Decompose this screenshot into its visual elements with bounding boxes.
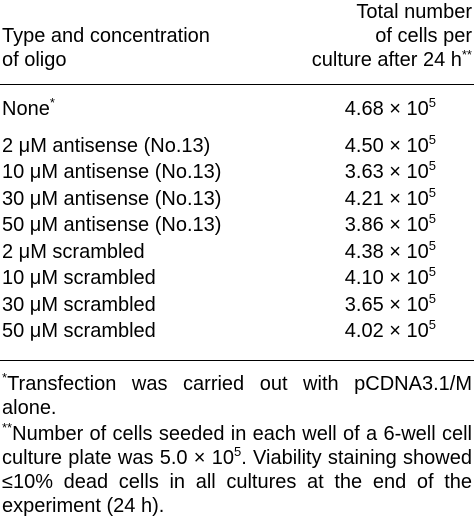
row-value-mantissa: 4.21 × 10	[344, 187, 429, 210]
row-value-exponent: 5	[428, 317, 436, 332]
row-value: 4.38 × 105	[345, 239, 436, 266]
row-label: 10 μM antisense (No.13)	[2, 161, 222, 183]
row-value-mantissa: 4.02 × 10	[344, 320, 429, 342]
footnote-1: *Transfection was carried out with pCDNA…	[2, 370, 472, 420]
table-row: 2 μM scrambled 4.38 × 105	[0, 239, 474, 266]
table-header: Type and concentration of oligo Total nu…	[0, 0, 474, 94]
row-label: 2 μM antisense (No.13)	[2, 134, 211, 157]
footnote-2-mark: **	[2, 420, 13, 435]
footer-rule	[0, 360, 474, 361]
row-label: 10 μM scrambled	[2, 267, 156, 289]
table-row: None* 4.68 × 105	[0, 96, 474, 123]
footnote-2-text-b: . Viability staining showed ≤10% dead ce…	[2, 447, 472, 517]
row-value-exponent: 5	[428, 264, 436, 279]
row-label: None*	[2, 96, 55, 123]
table-row: 30 μM antisense (No.13) 4.21 × 105	[0, 186, 474, 213]
footnote-2-exponent: 5	[234, 444, 242, 459]
row-value-exponent: 5	[428, 158, 436, 173]
row-value: 4.68 × 105	[345, 96, 436, 123]
row-label-text: None	[2, 98, 50, 120]
header-rule	[0, 84, 474, 85]
footnotes: *Transfection was carried out with pCDNA…	[2, 370, 472, 518]
footnote-1-text: Transfection was carried out with pCDNA3…	[2, 373, 472, 419]
row-value-exponent: 5	[428, 211, 436, 226]
column-header-cells-line3: culture after 24 h**	[272, 48, 472, 72]
table-row: 30 μM scrambled 3.65 × 105	[0, 292, 474, 319]
row-value-exponent: 5	[428, 184, 436, 200]
column-header-cells-line1: Total number	[356, 1, 472, 23]
row-value: 4.21 × 105	[345, 186, 436, 213]
row-value: 4.02 × 105	[345, 318, 436, 345]
row-value-mantissa: 4.68 × 10	[344, 98, 429, 120]
row-value: 3.65 × 105	[345, 292, 436, 319]
footnote-2-text-a: Number of cells seeded in each well of a…	[2, 423, 472, 469]
row-value-exponent: 5	[428, 95, 436, 110]
footnote-1-mark: *	[2, 370, 8, 385]
row-value: 4.50 × 105	[345, 133, 436, 160]
row-value-mantissa: 4.50 × 10	[344, 134, 429, 157]
row-value-mantissa: 4.38 × 10	[344, 240, 429, 263]
row-value-mantissa: 3.65 × 10	[344, 293, 429, 316]
row-footnote-mark: *	[49, 95, 55, 110]
row-value-exponent: 5	[428, 237, 436, 253]
table-row: 50 μM antisense (No.13) 3.86 × 105	[0, 212, 474, 239]
row-value-mantissa: 4.10 × 10	[344, 267, 429, 289]
row-value-exponent: 5	[428, 131, 436, 147]
table-body: None* 4.68 × 105 2 μM antisense (No.13) …	[0, 96, 474, 345]
column-header-footnote-mark: **	[461, 47, 472, 62]
row-label: 30 μM antisense (No.13)	[2, 187, 222, 210]
row-label: 50 μM scrambled	[2, 320, 156, 342]
row-label: 2 μM scrambled	[2, 240, 145, 263]
table-row: 50 μM scrambled 4.02 × 105	[0, 318, 474, 345]
footnote-2: **Number of cells seeded in each well of…	[2, 420, 472, 518]
table-row: 10 μM antisense (No.13) 3.63 × 105	[0, 159, 474, 186]
row-value-mantissa: 3.86 × 10	[344, 214, 429, 236]
row-value: 3.86 × 105	[345, 212, 436, 239]
column-header-cells-line3-text: culture after 24 h	[311, 49, 462, 71]
row-value: 3.63 × 105	[345, 159, 436, 186]
row-label: 50 μM antisense (No.13)	[2, 214, 222, 236]
row-value-mantissa: 3.63 × 10	[344, 161, 429, 183]
table-row: 2 μM antisense (No.13) 4.50 × 105	[0, 133, 474, 160]
column-header-cells-line2: of cells per	[375, 25, 472, 47]
row-value: 4.10 × 105	[345, 265, 436, 292]
column-header-cells: Total number of cells per culture after …	[272, 0, 472, 72]
column-header-oligo-line2: of oligo	[2, 49, 67, 71]
row-label: 30 μM scrambled	[2, 293, 156, 316]
table-row: 10 μM scrambled 4.10 × 105	[0, 265, 474, 292]
column-header-oligo-line1: Type and concentration	[2, 25, 210, 47]
column-header-oligo: Type and concentration of oligo	[2, 24, 262, 72]
row-value-exponent: 5	[428, 290, 436, 306]
